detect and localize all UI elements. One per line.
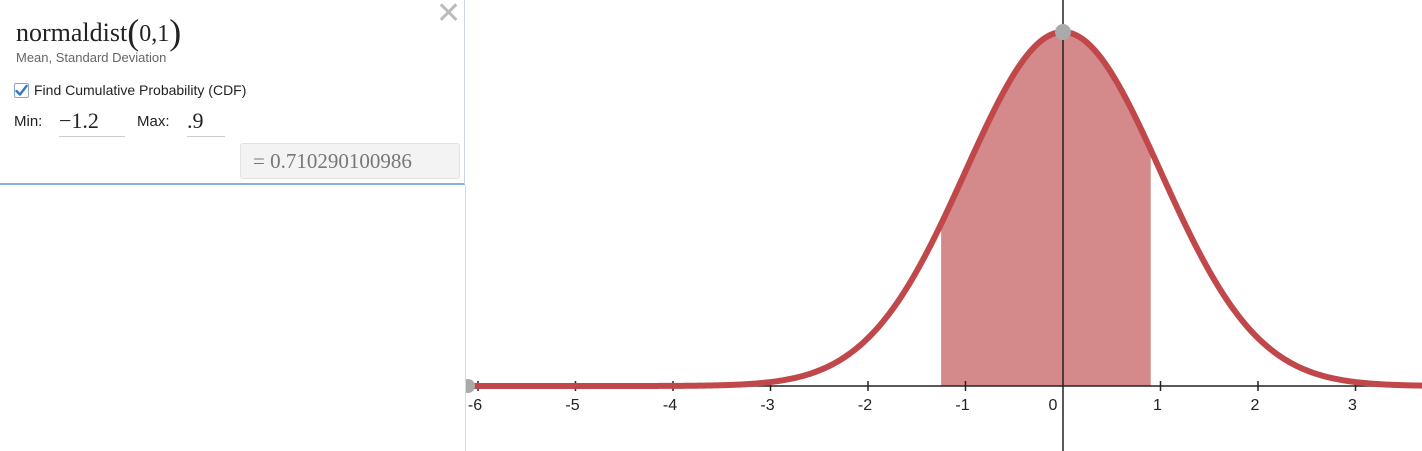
function-args: 0,1	[139, 21, 170, 47]
x-tick-label: 3	[1348, 397, 1357, 414]
expression-input[interactable]: normaldist(0,1)	[16, 8, 182, 52]
expression-panel: ✕ normaldist(0,1) Mean, Standard Deviati…	[0, 0, 465, 185]
function-name: normaldist	[16, 18, 128, 47]
x-tick-label: -5	[565, 397, 579, 414]
close-paren: )	[169, 12, 182, 52]
edge-point[interactable]	[466, 379, 475, 393]
x-tick-label: 2	[1251, 397, 1260, 414]
x-tick-label: 1	[1153, 397, 1162, 414]
graph-canvas[interactable]: -6 -5 -4 -3 -2 -1 0 1 2 3	[466, 0, 1422, 451]
x-tick-label: -2	[858, 397, 872, 414]
x-tick-label: 0	[1049, 397, 1058, 414]
argument-hint: Mean, Standard Deviation	[16, 50, 167, 65]
min-input[interactable]: −1.2	[59, 108, 125, 137]
min-label: Min:	[14, 113, 43, 130]
normal-curve[interactable]	[467, 29, 1422, 389]
cdf-option[interactable]: Find Cumulative Probability (CDF)	[14, 82, 246, 98]
x-tick-label: -6	[468, 397, 482, 414]
x-tick-label: -4	[663, 397, 677, 414]
close-icon[interactable]: ✕	[436, 0, 462, 31]
max-input[interactable]: .9	[187, 108, 225, 137]
expression-list-empty[interactable]	[0, 185, 466, 451]
cdf-label: Find Cumulative Probability (CDF)	[34, 82, 247, 98]
checkmark-icon	[15, 84, 28, 96]
cdf-result: = 0.710290100986	[240, 143, 460, 179]
cdf-checkbox[interactable]	[14, 82, 29, 98]
max-label: Max:	[137, 113, 170, 130]
peak-point[interactable]	[1055, 24, 1071, 40]
open-paren: (	[127, 12, 140, 52]
x-tick-label: -3	[760, 397, 774, 414]
x-tick-label: -1	[955, 397, 969, 414]
x-axis-ticks: -6 -5 -4 -3 -2 -1 0 1 2 3	[468, 381, 1357, 414]
cdf-shaded-area	[941, 32, 1151, 387]
